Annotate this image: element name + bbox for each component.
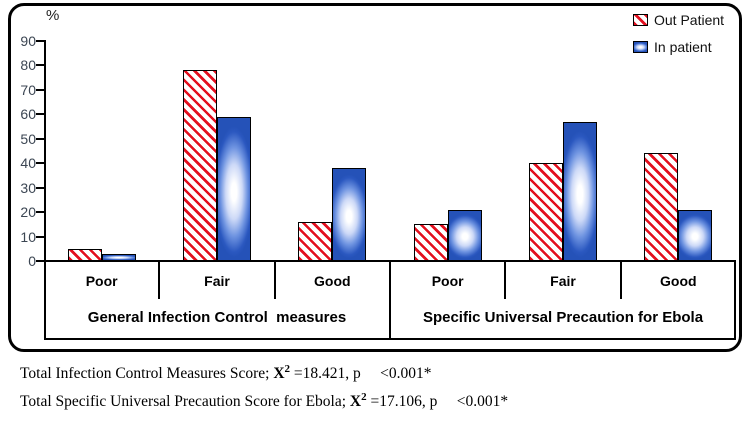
bar-out-patient-good-2: [298, 221, 333, 261]
y-tick-mark: [36, 64, 44, 67]
y-tick-mark: [36, 113, 44, 116]
y-tick-mark: [36, 235, 44, 238]
y-tick-mark: [36, 186, 44, 189]
bar-in-patient-good-5: [678, 209, 713, 261]
group-label-1: General Infection Control measures: [87, 309, 347, 326]
chi-square-exponent: 2: [361, 391, 367, 403]
y-tick-mark: [36, 137, 44, 140]
bar-out-patient-fair-4: [529, 163, 563, 261]
group-label-2: Specific Universal Precaution for Ebola: [422, 309, 704, 326]
footnote-line-1: Total Infection Control Measures Score; …: [20, 363, 432, 383]
bar-in-patient-poor-3: [447, 209, 482, 261]
y-tick-label: 90: [20, 33, 36, 49]
category-separator: [504, 261, 507, 299]
group-separator: [389, 261, 391, 340]
legend-label-in-patient: In patient: [654, 39, 712, 55]
y-tick-label: 0: [28, 253, 36, 269]
y-tick-label: 60: [20, 106, 36, 123]
y-tick-label: 70: [20, 81, 36, 98]
legend-label-out-patient: Out Patient: [654, 12, 725, 28]
footnote-1-text: Total Infection Control Measures Score;: [20, 365, 274, 383]
y-tick-mark: [36, 211, 44, 214]
y-tick-mark: [36, 40, 44, 42]
footnote-2-stat: =17.106, p: [366, 393, 457, 411]
category-separator: [619, 261, 622, 299]
y-tick-label: 40: [20, 155, 36, 172]
y-axis-title: %: [46, 7, 60, 24]
chi-square-symbol: X: [349, 393, 362, 411]
bar-in-patient-good-2: [332, 168, 367, 261]
category-label-good-2: Good: [314, 273, 351, 289]
bar-out-patient-poor-0: [67, 248, 102, 261]
legend-swatch-out-patient-icon: [633, 14, 648, 26]
footnote-1-pvalue: <0.001*: [380, 365, 432, 383]
category-label-good-5: Good: [660, 273, 697, 289]
y-tick-mark: [36, 88, 44, 91]
category-label-fair-1: Fair: [204, 273, 230, 289]
bar-out-patient-fair-1: [183, 70, 217, 261]
y-axis-line: [44, 40, 46, 340]
y-tick-label: 80: [20, 57, 36, 74]
category-separator: [158, 261, 161, 299]
chart-frame: [8, 3, 742, 352]
bar-out-patient-poor-3: [413, 224, 448, 261]
category-table-right-border: [734, 261, 736, 340]
category-label-poor-3: Poor: [431, 273, 464, 289]
footnote-line-2: Total Specific Universal Precaution Scor…: [20, 391, 508, 411]
bar-in-patient-fair-1: [217, 116, 251, 261]
footnote-2-text: Total Specific Universal Precaution Scor…: [20, 393, 350, 411]
legend-swatch-in-patient-icon: [633, 41, 648, 53]
category-label-fair-4: Fair: [550, 273, 576, 289]
y-tick-mark: [36, 162, 44, 165]
chi-square-exponent: 2: [284, 363, 291, 375]
y-tick-mark: [36, 260, 44, 262]
y-tick-label: 10: [20, 228, 36, 245]
bar-in-patient-fair-4: [563, 121, 597, 261]
category-label-poor-0: Poor: [85, 273, 118, 289]
chi-square-symbol: X: [273, 365, 285, 383]
footnote-1-stat: =18.421, p: [290, 365, 381, 383]
footnote-2-pvalue: <0.001*: [456, 393, 509, 411]
y-tick-label: 20: [20, 204, 36, 221]
y-tick-label: 50: [20, 130, 36, 147]
bar-in-patient-poor-0: [101, 253, 136, 261]
category-separator: [273, 261, 276, 299]
y-tick-label: 30: [20, 179, 36, 196]
bar-out-patient-good-5: [644, 153, 679, 261]
